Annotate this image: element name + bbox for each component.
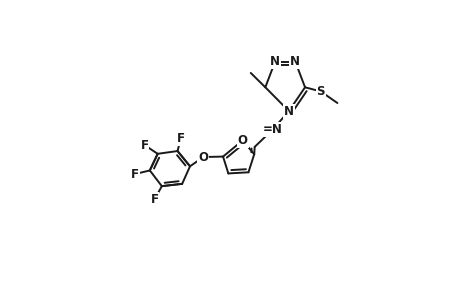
Text: F: F — [130, 168, 138, 181]
Text: S: S — [316, 85, 325, 98]
Text: F: F — [176, 132, 185, 145]
Text: F: F — [140, 139, 148, 152]
Text: =N: =N — [262, 123, 282, 136]
Text: F: F — [150, 193, 158, 206]
Text: N: N — [283, 105, 293, 118]
Text: O: O — [237, 134, 247, 147]
Text: O: O — [198, 151, 208, 164]
Text: N: N — [269, 56, 280, 68]
Text: N: N — [290, 56, 300, 68]
